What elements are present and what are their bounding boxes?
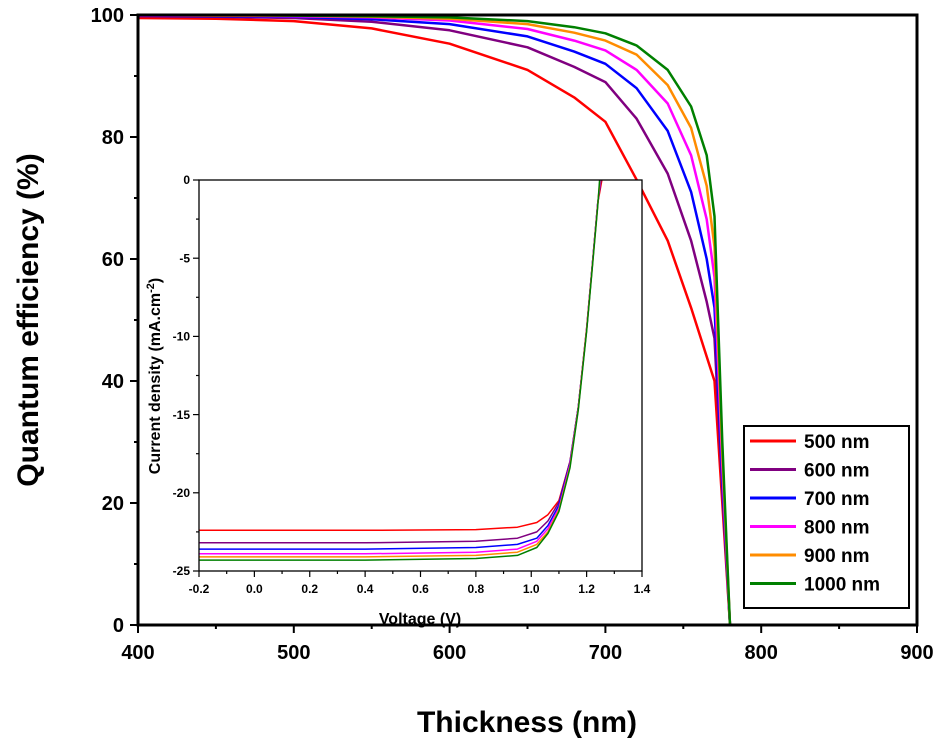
inset-x-tick-label: 0.2 — [301, 582, 318, 596]
main-x-axis-label: Thickness (nm) — [417, 706, 637, 739]
inset-plot-lines — [199, 179, 603, 561]
main-series-line-1 — [137, 16, 917, 627]
main-y-tick-label: 80 — [102, 127, 124, 149]
inset-y-axis-label-sup: -2 — [145, 283, 157, 293]
inset-y-tick-label: -5 — [179, 251, 190, 265]
legend-entry-label: 600 nm — [804, 461, 869, 482]
inset-y-axis-label-main: Current density (mA.cm — [147, 293, 164, 474]
main-x-tick-label: 900 — [900, 642, 933, 664]
inset-y-axis-label: Current density (mA.cm-2) — [145, 278, 164, 474]
inset-y-tick-label: -10 — [173, 330, 191, 344]
legend-entry-label: 900 nm — [804, 546, 869, 567]
legend: 500 nm 600 nm 700 nm 800 nm 900 nm 1000 nm — [743, 425, 910, 609]
main-x-tick-label: 400 — [121, 642, 154, 664]
main-x-tick-label: 700 — [589, 642, 622, 664]
inset-y-tick-label: -20 — [173, 486, 191, 500]
inset-background — [199, 180, 642, 571]
legend-entry-label: 800 nm — [804, 518, 869, 539]
main-axis-ticks: 400 500 600 700 800 900 0 20 40 60 80 100 — [91, 5, 934, 664]
inset-x-tick-label: -0.2 — [189, 582, 210, 596]
main-y-tick-label: 40 — [102, 371, 124, 393]
inset-x-tick-label: 1.2 — [578, 582, 595, 596]
inset-x-tick-label: 0.0 — [246, 582, 263, 596]
legend-entry-label: 1000 nm — [804, 575, 880, 596]
inset-y-tick-label: -25 — [173, 564, 191, 578]
inset-y-tick-label: 0 — [183, 173, 190, 187]
inset-y-tick-label: -15 — [173, 408, 191, 422]
legend-entry-label: 700 nm — [804, 489, 869, 510]
inset-series-line-6 — [199, 179, 601, 561]
inset-x-tick-label: 0.8 — [468, 582, 485, 596]
legend-items: 500 nm 600 nm 700 nm 800 nm 900 nm 1000 nm — [750, 432, 880, 596]
main-y-tick-label: 20 — [102, 493, 124, 515]
main-y-tick-label: 100 — [91, 5, 124, 27]
inset-x-tick-label: 0.6 — [412, 582, 429, 596]
inset-x-tick-label: 1.0 — [523, 582, 540, 596]
inset-x-tick-label: 0.4 — [357, 582, 374, 596]
legend-entry-label: 500 nm — [804, 432, 869, 453]
inset-axis-ticks: -0.2 0.0 0.2 0.4 0.6 0.8 1.0 1.2 1.4 0 -5 -10 -15 -20… — [173, 173, 651, 596]
main-x-tick-label: 600 — [433, 642, 466, 664]
main-x-tick-label: 800 — [745, 642, 778, 664]
main-x-tick-label: 500 — [277, 642, 310, 664]
inset-x-axis-label: Voltage (V) — [379, 611, 461, 628]
inset-y-axis-label-end: ) — [147, 278, 164, 283]
legend-box — [743, 425, 910, 609]
main-y-tick-label: 60 — [102, 249, 124, 271]
main-y-axis-label: Quantum efficiency (%) — [12, 153, 45, 486]
inset-x-tick-label: 1.4 — [634, 582, 651, 596]
main-y-tick-label: 0 — [113, 615, 124, 637]
